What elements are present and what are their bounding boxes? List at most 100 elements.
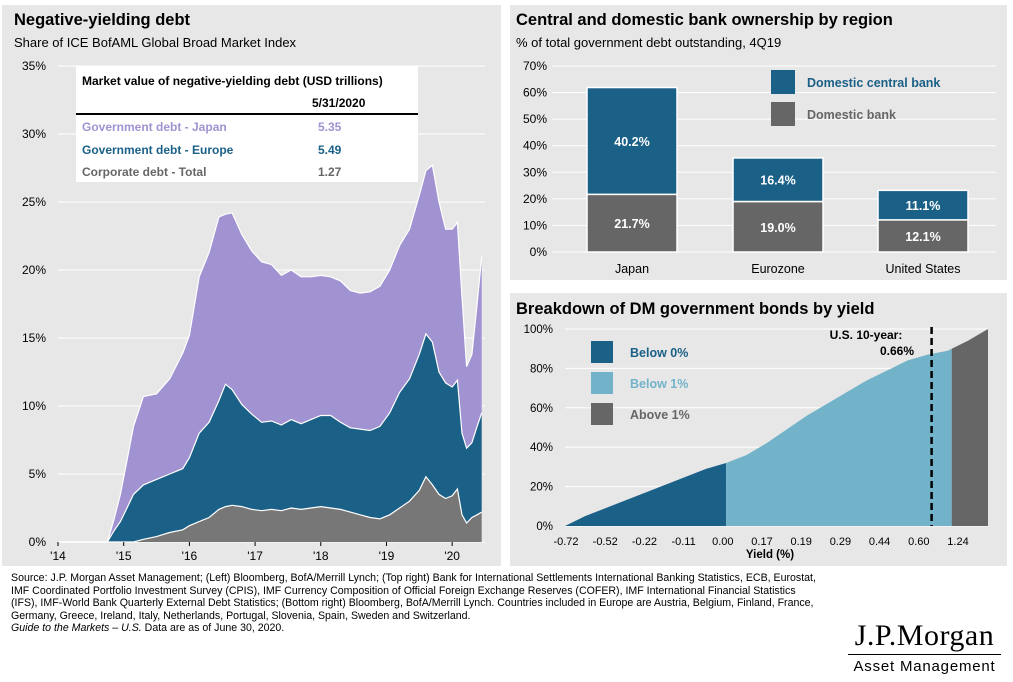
x-tick-label: -0.11	[671, 536, 695, 548]
jp-morgan-logo: J.P.Morgan Asset Management	[842, 620, 1007, 675]
x-tick-label: -0.52	[593, 536, 618, 548]
left-subtitle: Share of ICE BofAML Global Broad Market …	[14, 35, 297, 50]
x-tick-label: '16	[182, 549, 198, 563]
bottom-right-title: Breakdown of DM government bonds by yiel…	[516, 300, 875, 318]
x-category-label: Eurozone	[751, 262, 805, 276]
row-value-europe: 5.49	[318, 143, 342, 157]
legend-swatch-central-bank	[771, 70, 795, 94]
x-tick-label: '15	[116, 549, 132, 563]
area-edge	[58, 164, 483, 543]
footer-rest: Data are as of June 30, 2020.	[141, 622, 285, 635]
y-tick-label: 60%	[523, 86, 547, 100]
legend-swatch-above-1	[591, 403, 613, 425]
x-tick-label: 0.60	[908, 536, 929, 548]
bar-central-bank	[732, 157, 824, 203]
x-tick-label: '20	[444, 549, 460, 563]
legend-label-below-0: Below 0%	[630, 346, 688, 360]
ownership-legend: Domestic central bank Domestic bank	[771, 70, 940, 126]
area-above-1	[951, 329, 988, 526]
area-below-1	[726, 348, 952, 526]
bar-central-bank	[877, 189, 969, 221]
legend-label-below-1: Below 1%	[630, 377, 688, 391]
annotation-line1: U.S. 10-year:	[830, 328, 903, 342]
x-tick-label: 0.00	[712, 536, 733, 548]
footer-italic: Guide to the Markets – U.S.	[11, 622, 142, 635]
table-row: Government debt - Japan 5.35	[82, 120, 402, 134]
x-tick-label: '17	[247, 549, 263, 563]
legend-label-central-bank: Domestic central bank	[807, 76, 940, 90]
row-value-japan: 5.35	[318, 120, 342, 134]
y-tick-label: 10%	[22, 399, 46, 413]
area-below-0	[565, 463, 727, 526]
table-row: Government debt - Europe 5.49	[82, 143, 402, 157]
market-value-table: Market value of negative-yielding debt (…	[76, 66, 418, 182]
area-edge	[58, 475, 483, 543]
x-tick-label: 0.29	[830, 536, 851, 548]
logo-rule	[848, 654, 1001, 655]
y-tick-label: 40%	[530, 442, 553, 454]
table-rule	[76, 113, 418, 115]
bar-domestic-bank	[586, 193, 678, 253]
x-tick-label: '18	[313, 549, 329, 563]
row-value-corporate: 1.27	[318, 165, 342, 179]
yield-legend: Below 0% Below 1% Above 1%	[591, 341, 690, 425]
bar-central-bank	[586, 86, 678, 196]
y-tick-label: 70%	[523, 59, 547, 73]
y-tick-label: 35%	[22, 59, 46, 73]
y-tick-label: 0%	[536, 521, 553, 533]
y-tick-label: 20%	[22, 263, 46, 277]
y-tick-label: 0%	[29, 535, 47, 549]
x-tick-label: '19	[379, 549, 395, 563]
legend-swatch-domestic-bank	[771, 102, 795, 126]
y-tick-label: 25%	[22, 195, 46, 209]
legend-label-domestic-bank: Domestic bank	[807, 108, 896, 122]
source-notes: Source: J.P. Morgan Asset Management; (L…	[11, 572, 821, 635]
bar-domestic-bank	[877, 219, 969, 253]
table-row: Corporate debt - Total 1.27	[82, 165, 402, 179]
bar-value-label: 19.0%	[760, 221, 795, 235]
x-tick-label: 0.44	[869, 536, 890, 548]
y-tick-label: 15%	[22, 331, 46, 345]
y-tick-label: 30%	[523, 165, 547, 179]
row-label-europe: Government debt - Europe	[82, 143, 234, 157]
area-japan	[58, 165, 482, 543]
left-title: Negative-yielding debt	[14, 11, 191, 29]
row-label-japan: Government debt - Japan	[82, 120, 227, 134]
legend-swatch-below-1	[591, 372, 613, 394]
y-tick-label: 5%	[29, 467, 47, 481]
x-axis-label: Yield (%)	[746, 549, 794, 561]
x-tick-label: '14	[50, 549, 66, 563]
bar-value-label: 11.1%	[906, 199, 941, 213]
x-tick-label: -0.72	[553, 536, 578, 548]
bar-value-label: 12.1%	[905, 230, 940, 244]
area-corporate	[58, 476, 482, 542]
source-footer: Guide to the Markets – U.S. Data are as …	[11, 622, 821, 635]
y-tick-label: 20%	[523, 192, 547, 206]
bar-value-label: 16.4%	[760, 174, 795, 188]
y-tick-label: 80%	[530, 363, 553, 375]
top-right-title: Central and domestic bank ownership by r…	[516, 11, 893, 29]
y-tick-label: 0%	[530, 245, 548, 259]
x-tick-label: 1.24	[947, 536, 968, 548]
annotation-line2: 0.66%	[880, 344, 914, 358]
area-europe	[58, 333, 482, 542]
y-tick-label: 20%	[530, 482, 553, 494]
y-tick-label: 10%	[523, 218, 547, 232]
bar-value-label: 40.2%	[614, 135, 649, 149]
area-edge	[58, 332, 483, 543]
table-date: 5/31/2020	[312, 96, 366, 110]
x-category-label: Japan	[615, 262, 649, 276]
x-tick-label: 0.17	[751, 536, 772, 548]
y-tick-label: 100%	[524, 324, 553, 336]
x-tick-label: -0.22	[632, 536, 657, 548]
table-title: Market value of negative-yielding debt (…	[82, 74, 383, 88]
top-right-subtitle: % of total government debt outstanding, …	[516, 35, 782, 50]
logo-line1: J.P.Morgan	[854, 619, 995, 652]
x-category-label: United States	[885, 262, 960, 276]
legend-swatch-below-0	[591, 341, 613, 363]
y-tick-label: 50%	[523, 112, 547, 126]
y-tick-label: 30%	[22, 127, 46, 141]
y-tick-label: 60%	[530, 403, 553, 415]
row-label-corporate: Corporate debt - Total	[82, 165, 207, 179]
